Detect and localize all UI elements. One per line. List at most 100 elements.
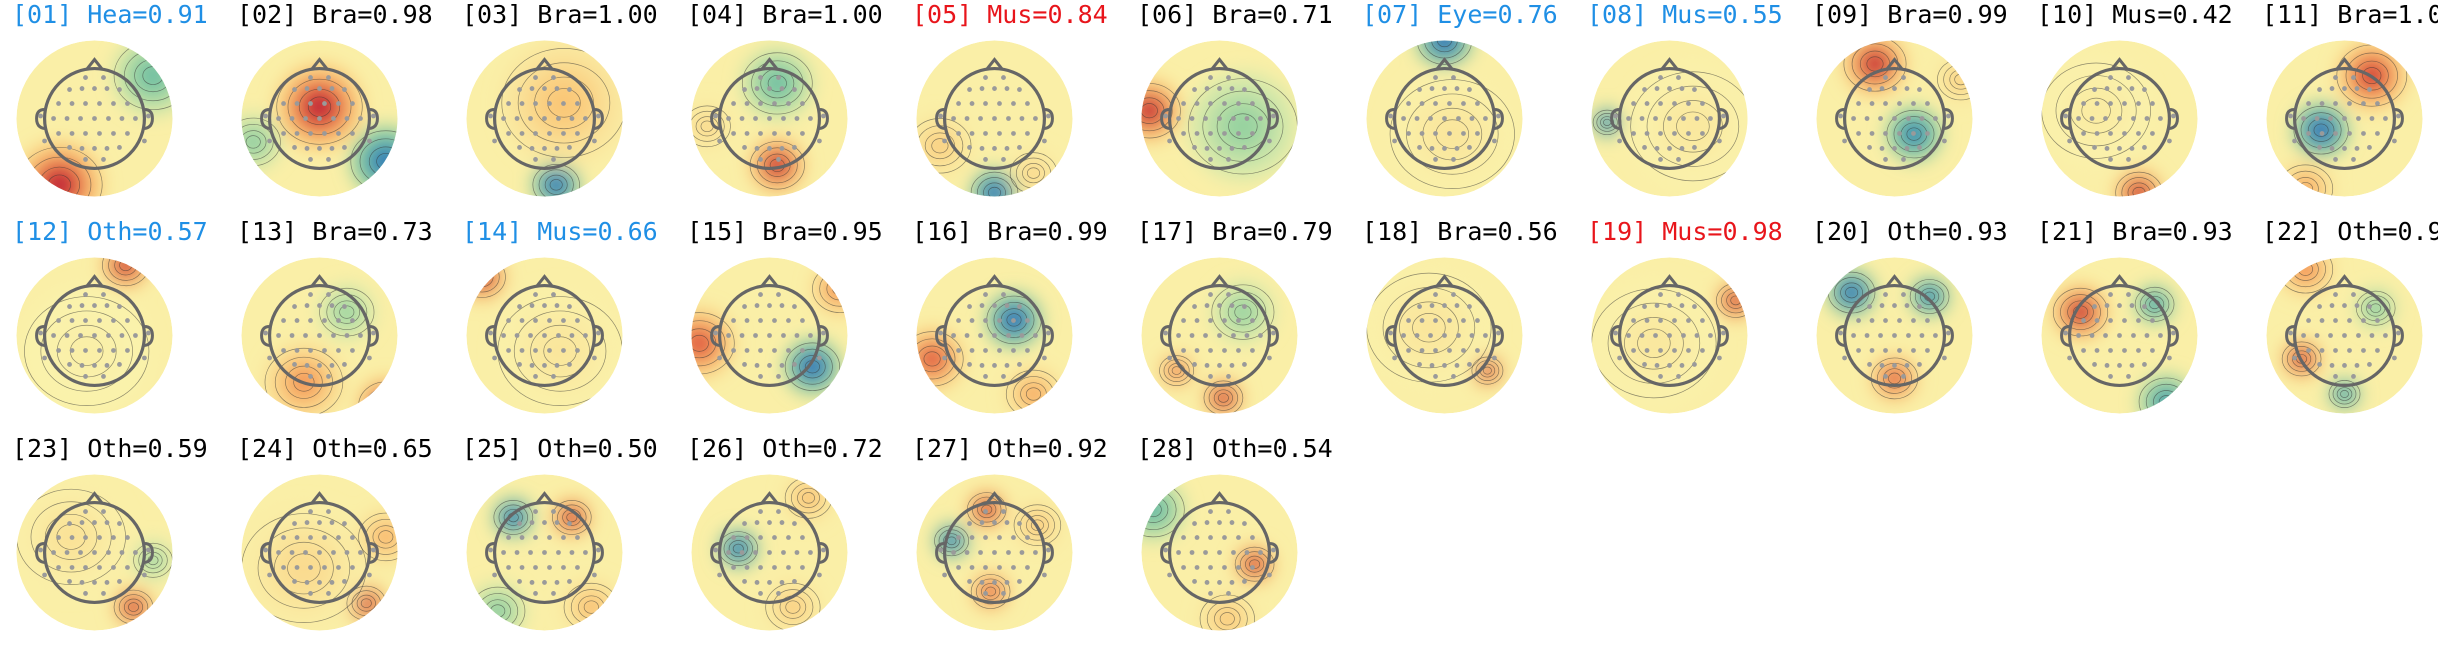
left-ear-outline: [935, 325, 945, 347]
electrode-dot: [2288, 113, 2293, 119]
electrode-dot: [2354, 363, 2360, 368]
electrode-dot: [1025, 131, 1030, 136]
right-ear-outline: [594, 325, 604, 347]
electrode-dot: [67, 87, 72, 92]
activation-blob: [2278, 161, 2333, 197]
electrode-dot: [2347, 348, 2352, 353]
electrode-dot: [1906, 116, 1911, 121]
electrode-dot: [83, 131, 88, 136]
electrode-dot: [547, 101, 552, 106]
nose-outline: [2335, 274, 2354, 288]
electrode-dot: [308, 292, 313, 297]
electrode-dot: [2136, 131, 2141, 136]
electrode-dot: [776, 75, 781, 80]
electrode-dot: [1204, 303, 1210, 308]
electrode-dot: [2314, 116, 2320, 121]
component-title: [12] Oth=0.57: [12, 217, 208, 246]
electrode-dot: [767, 520, 772, 525]
contour-line: [264, 347, 344, 414]
electrode-dot: [342, 87, 347, 92]
electrode-dot: [533, 75, 538, 80]
electrode-dot: [1461, 348, 1466, 353]
electrode-dot: [2306, 318, 2311, 323]
electrode-dot: [758, 131, 763, 136]
electrode-dot: [2333, 374, 2338, 379]
electrode-dot: [792, 362, 797, 367]
scalp-topomap: [466, 474, 623, 631]
electrode-dot: [1017, 521, 1022, 526]
electrode-dot: [367, 355, 372, 361]
electrode-dot: [38, 113, 43, 119]
left-ear-outline: [1160, 108, 1170, 130]
contour-line: [691, 110, 725, 142]
scalp-topomap: [16, 474, 173, 631]
electrode-dot: [1856, 348, 1861, 353]
electrode-dot: [1267, 572, 1272, 578]
electrode-dot: [758, 348, 763, 353]
electrode-dot: [1692, 87, 1697, 92]
electrode-dot: [79, 86, 85, 91]
electrode-dot: [1869, 318, 1875, 323]
electrode-dot: [1208, 591, 1213, 596]
electrode-dot: [1433, 101, 1438, 106]
activation-blob: [1952, 71, 1969, 88]
electrode-dot: [742, 579, 747, 584]
electrode-dot: [979, 146, 985, 151]
component-title: [18] Bra=0.56: [1362, 217, 1558, 246]
electrode-dot: [2129, 86, 2135, 91]
electrode-dot: [779, 520, 785, 525]
electrode-dot: [1226, 509, 1231, 514]
electrode-dot: [969, 535, 975, 540]
electrode-dot: [1208, 318, 1213, 323]
electrode-dot: [1475, 318, 1480, 323]
electrode-dot: [2369, 116, 2375, 121]
right-ear-outline: [819, 325, 829, 347]
electrode-dot: [786, 131, 791, 136]
electrode-dot: [1236, 565, 1241, 570]
contour-line: [1141, 103, 1158, 119]
electrode-dot: [1496, 330, 1501, 336]
electrode-dot: [2142, 304, 2147, 309]
electrode-dot: [983, 75, 988, 80]
activation-blob: [830, 279, 848, 299]
activation-blob: [821, 270, 848, 307]
electrode-dot: [1454, 146, 1460, 151]
electrode-dot: [308, 101, 313, 106]
electrode-dot: [42, 355, 47, 361]
electrode-dot: [1004, 303, 1010, 308]
electrode-dot: [2117, 146, 2122, 151]
electrode-dot: [1851, 116, 1856, 121]
electrode-dot: [1203, 333, 1208, 338]
electrode-dot: [1694, 333, 1700, 338]
electrode-dot: [2150, 348, 2155, 353]
electrode-dot: [754, 520, 760, 525]
electrode-dot: [2361, 131, 2366, 136]
right-ear-outline: [1719, 325, 1729, 347]
component-cell: [11] Bra=1.00: [2256, 0, 2438, 210]
electrode-dot: [317, 520, 322, 525]
contour-line: [1893, 116, 1935, 153]
electrode-dot: [978, 333, 983, 338]
electrode-dot: [1189, 550, 1195, 555]
electrode-dot: [1447, 318, 1452, 323]
electrode-dot: [2126, 157, 2131, 162]
electrode-dot: [1919, 116, 1925, 121]
nose-outline: [2110, 274, 2129, 288]
activation-blob: [1141, 489, 1174, 530]
electrode-dot: [767, 303, 772, 308]
electrode-dot: [281, 565, 286, 570]
electrode-dot: [983, 157, 988, 162]
nose-outline: [535, 57, 554, 71]
electrode-dot: [1654, 303, 1660, 308]
right-ear-outline: [2394, 325, 2404, 347]
electrode-dot: [967, 362, 972, 367]
component-title: [14] Mus=0.66: [462, 217, 658, 246]
activation-blob: [139, 61, 167, 90]
head-outline: [717, 500, 822, 605]
contour-line: [2145, 295, 2165, 313]
component-title: [25] Oth=0.50: [462, 434, 658, 463]
electrode-dot: [78, 116, 83, 121]
activation-blob: [350, 126, 398, 197]
electrode-dot: [1897, 318, 1902, 323]
electrode-dot: [97, 348, 102, 353]
